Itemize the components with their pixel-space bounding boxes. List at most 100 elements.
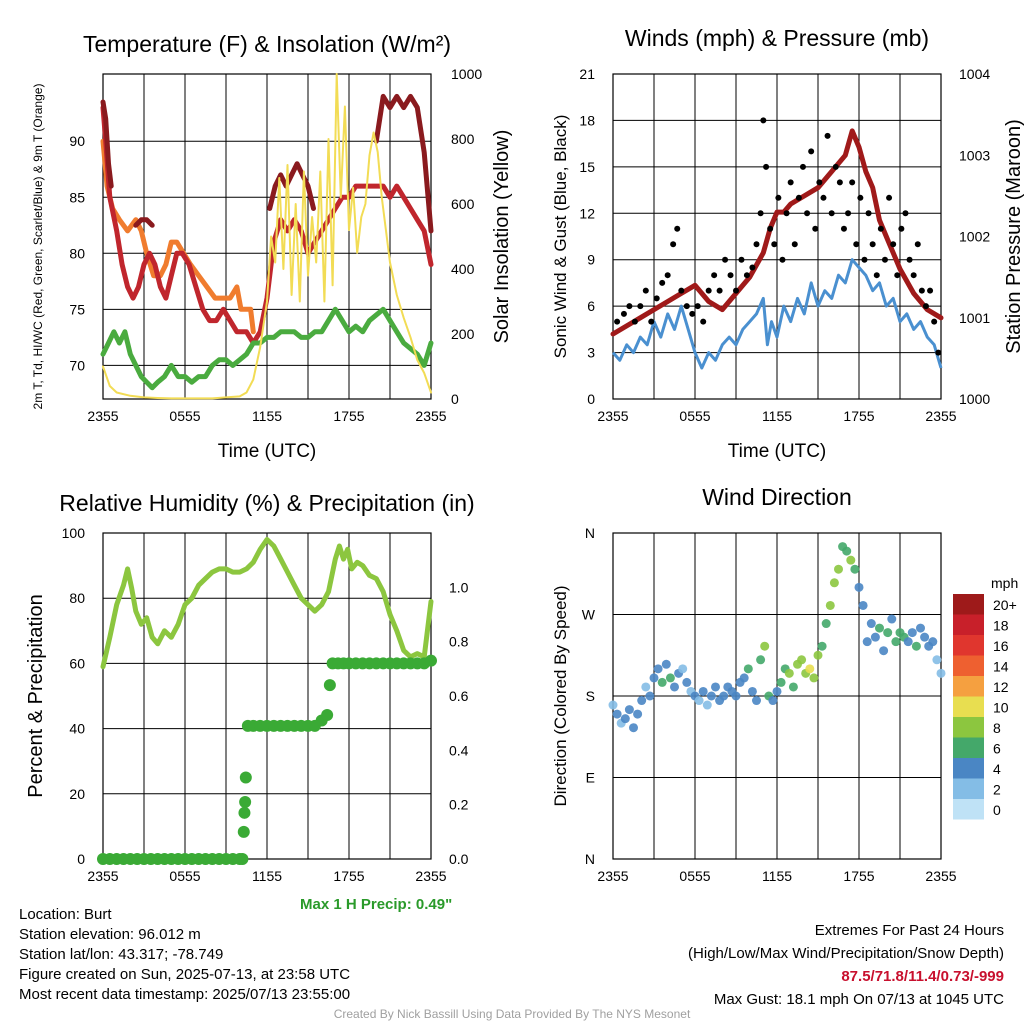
x-tick-label: 2355 [87, 868, 118, 884]
direction-point [641, 682, 651, 692]
gust-point [840, 225, 847, 232]
y2-tick-label: 0.2 [449, 797, 469, 813]
extremes-values: 87.5/71.8/11.4/0.73/-999 [841, 968, 1004, 985]
x-tick-label: 2355 [415, 868, 446, 884]
y-tick-label: 21 [579, 66, 595, 82]
gust-point [881, 256, 888, 263]
gust-point [865, 210, 872, 217]
x-tick-label: 1755 [843, 868, 874, 884]
y2-tick-label: 1000 [959, 391, 990, 407]
legend-label: 20+ [993, 597, 1017, 613]
gust-point [922, 303, 929, 310]
direction-point [711, 682, 720, 692]
gust-point [700, 318, 707, 325]
gust-point [927, 287, 934, 294]
y-tick-label: 12 [579, 205, 595, 221]
max-precip-label: Max 1 H Precip: 0.49" [300, 896, 453, 913]
gust-point [787, 179, 794, 186]
gust-point [648, 318, 655, 325]
direction-point [788, 682, 798, 692]
legend-swatch [953, 696, 984, 717]
x-tick-label: 0555 [169, 868, 200, 884]
created-text: Figure created on Sun, 2025-07-13, at 23… [19, 966, 351, 983]
direction-point [821, 619, 831, 629]
elevation-text: Station elevation: 96.012 m [19, 926, 201, 943]
precip-point [239, 795, 252, 808]
y-axis-label: Percent & Precipitation [25, 594, 47, 797]
y2-tick-label: 1.0 [449, 579, 469, 595]
legend-swatch [953, 717, 984, 738]
direction-point [739, 673, 749, 683]
plot-frame [612, 73, 942, 400]
gust-point [678, 287, 685, 294]
gust-point [849, 179, 856, 186]
direction-point [698, 686, 708, 696]
direction-point [846, 555, 856, 565]
gust-point [631, 318, 638, 325]
direction-point [916, 623, 925, 633]
direction-point [657, 677, 667, 687]
recent-data-text: Most recent data timestamp: 2025/07/13 2… [19, 986, 351, 1003]
gust-point [763, 163, 770, 170]
y-tick-label: 80 [69, 245, 85, 261]
gust-point [743, 272, 750, 279]
direction-point [665, 673, 675, 683]
series-line-ins [102, 73, 432, 400]
gust-point [653, 295, 660, 302]
gust-point [918, 287, 925, 294]
precip-point [236, 853, 249, 865]
x-tick-label: 1755 [333, 408, 364, 424]
y-tick-label: 20 [69, 786, 85, 802]
gust-point [824, 132, 831, 139]
gust-point [935, 349, 942, 356]
gust-point [779, 256, 786, 263]
legend-label: 2 [993, 782, 1001, 798]
legend-swatch [953, 635, 984, 656]
direction-point [624, 705, 634, 715]
direction-point [797, 655, 807, 665]
gust-point [694, 303, 701, 310]
precip-point [425, 654, 437, 667]
gust-point [828, 210, 835, 217]
gust-point [886, 194, 893, 201]
gust-point [869, 241, 876, 248]
gust-point [642, 287, 649, 294]
x-tick-label: 1155 [762, 868, 792, 884]
precip-point [237, 825, 250, 838]
legend-swatch [953, 594, 984, 615]
legend-unit: mph [991, 575, 1018, 591]
direction-point [834, 564, 843, 574]
direction-point [620, 714, 630, 724]
extremes-info: Extremes For Past 24 Hours (High/Low/Max… [688, 919, 1004, 1011]
direction-point [784, 668, 794, 678]
direction-point [907, 628, 917, 638]
gust-point [857, 194, 864, 201]
legend-swatch [953, 676, 984, 697]
gust-point [749, 264, 756, 271]
direction-point [752, 696, 761, 706]
y-axis-label: Direction (Colored By Speed) [551, 585, 570, 806]
series-line-hi4 [373, 93, 434, 234]
direction-point [706, 691, 716, 701]
direction-point [645, 691, 655, 701]
y2-tick-label: 0.4 [449, 742, 469, 758]
direction-point [817, 641, 827, 651]
direction-point [825, 600, 835, 610]
gust-point [733, 287, 739, 294]
legend-label: 12 [993, 679, 1009, 695]
gust-point [890, 241, 897, 248]
y-tick-label: W [582, 607, 596, 623]
gust-point [620, 310, 627, 317]
gust-point [873, 272, 880, 279]
chart-title: Winds (mph) & Pressure (mb) [625, 25, 929, 51]
direction-point [629, 723, 638, 733]
direction-point [637, 696, 647, 706]
legend-label: 4 [993, 761, 1001, 777]
gust-point [664, 272, 671, 279]
y2-tick-label: 1004 [959, 66, 990, 82]
direction-point [653, 664, 663, 674]
y-tick-label: 60 [69, 655, 85, 671]
credit-text: Created By Nick Bassill Using Data Provi… [333, 1007, 691, 1021]
direction-point [694, 696, 704, 706]
direction-point [883, 628, 893, 638]
